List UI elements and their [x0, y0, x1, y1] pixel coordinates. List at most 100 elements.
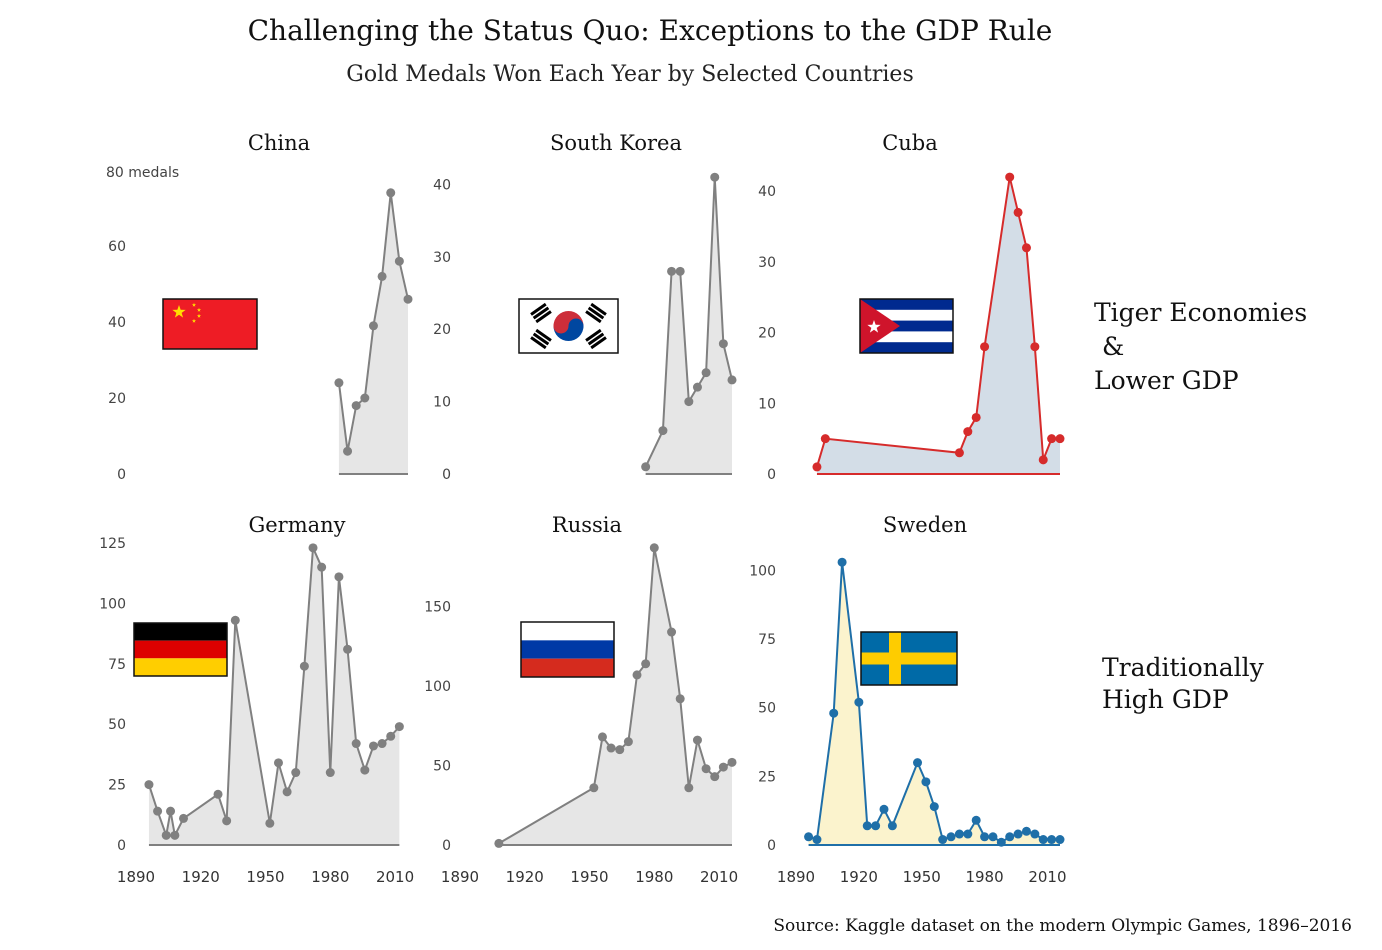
data-point-russia-1996	[684, 783, 694, 793]
y-tick-label: 20	[108, 391, 126, 407]
data-point-germany-1908	[170, 830, 180, 840]
y-tick-label: 30	[758, 255, 776, 271]
data-point-germany-1972	[308, 543, 318, 553]
y-tick-label: 75	[758, 632, 776, 648]
data-point-russia-1992	[675, 694, 685, 704]
group-label-tiger: Tiger Economies & Lower GDP	[1094, 298, 1307, 395]
data-point-china-1992	[351, 401, 361, 411]
data-point-sweden-2016	[1055, 835, 1065, 845]
data-point-south-korea-1992	[675, 266, 685, 276]
data-point-china-2008	[386, 188, 396, 198]
germany-flag	[133, 622, 228, 677]
data-point-germany-1968	[299, 661, 309, 671]
data-point-sweden-1924	[862, 821, 872, 831]
data-point-cuba-2008	[1038, 455, 1048, 465]
data-point-cuba-1996	[1013, 207, 1023, 217]
data-point-cuba-2012	[1047, 434, 1057, 444]
data-point-russia-2000	[692, 735, 702, 745]
x-tick-label: 1920	[506, 868, 544, 886]
x-tick-label: 1980	[635, 868, 673, 886]
data-point-sweden-1956	[929, 802, 939, 812]
data-point-russia-1972	[632, 670, 642, 680]
data-point-russia-2012	[718, 762, 728, 772]
data-point-germany-1988	[343, 644, 353, 654]
russia-flag	[520, 621, 615, 678]
data-point-china-2016	[403, 294, 413, 304]
data-point-sweden-1920	[854, 697, 864, 707]
x-tick-label: 2010	[1028, 868, 1066, 886]
data-point-germany-1936	[230, 615, 240, 625]
series-line-south-korea	[644, 177, 733, 468]
data-point-china-1988	[343, 446, 353, 456]
data-point-south-korea-1976	[641, 462, 651, 472]
y-tick-label: 25	[108, 778, 126, 794]
data-point-russia-1976	[641, 659, 651, 669]
data-point-germany-1956	[273, 758, 283, 768]
data-point-sweden-1964	[946, 832, 956, 842]
y-tick-label: 40	[108, 315, 126, 331]
y-tick-label: 0	[442, 838, 451, 854]
data-point-sweden-1912	[837, 557, 847, 567]
data-point-south-korea-2004	[701, 368, 711, 378]
x-tick-label: 1890	[777, 868, 815, 886]
data-point-germany-1932	[222, 816, 232, 826]
data-point-russia-1968	[623, 737, 633, 747]
data-point-china-2000	[368, 321, 378, 331]
x-tick-label: 2010	[700, 868, 738, 886]
data-point-germany-1904	[161, 830, 171, 840]
y-tick-label: 20	[758, 326, 776, 342]
x-tick-label: 1890	[441, 868, 479, 886]
data-point-cuba-2000	[1021, 243, 1031, 253]
y-tick-label: 20	[433, 322, 451, 338]
y-tick-label: 50	[108, 717, 126, 733]
data-point-germany-1992	[351, 739, 361, 749]
panel-germany: Germany 0 25 50 75 100 125 1890 1920 1950 1980 2010	[99, 513, 414, 886]
data-point-russia-1960	[606, 743, 616, 753]
y-tick-label: 0	[442, 467, 451, 483]
data-point-germany-2000	[368, 741, 378, 751]
data-point-germany-1900	[153, 806, 163, 816]
x-tick-label: 1980	[311, 868, 349, 886]
panel-title-sweden: Sweden	[883, 513, 967, 537]
group-label-tiger-line: &	[1094, 332, 1124, 361]
y-tick-label: 150	[424, 600, 451, 616]
data-point-sweden-1976	[971, 815, 981, 825]
y-tick-label: 40	[758, 184, 776, 200]
panel-title-cuba: Cuba	[882, 131, 938, 155]
data-point-sweden-1952	[921, 777, 931, 787]
data-point-germany-1960	[282, 787, 292, 797]
data-point-germany-1928	[213, 789, 223, 799]
data-point-germany-1984	[334, 572, 344, 582]
data-point-cuba-1972	[963, 427, 973, 437]
data-point-sweden-1936	[887, 821, 897, 831]
data-point-south-korea-1984	[658, 426, 668, 436]
group-label-tiger-line: Tiger Economies	[1094, 298, 1307, 327]
data-point-cuba-1992	[1005, 172, 1015, 182]
y-tick-label: 75	[108, 657, 126, 673]
y-tick-label: 25	[758, 769, 776, 785]
data-point-cuba-1968	[954, 448, 964, 458]
panel-title-germany: Germany	[248, 513, 345, 537]
data-point-sweden-2008	[1038, 835, 1048, 845]
data-point-russia-2004	[701, 764, 711, 774]
data-point-sweden-1948	[913, 758, 923, 768]
x-tick-label: 1950	[246, 868, 284, 886]
group-label-traditional-line: High GDP	[1102, 685, 1229, 714]
group-label-tiger-line: Lower GDP	[1094, 366, 1239, 395]
data-point-russia-1980	[649, 543, 659, 553]
data-point-cuba-1976	[971, 412, 981, 422]
china-flag	[162, 298, 258, 350]
chart-title: Challenging the Status Quo: Exceptions t…	[247, 14, 1053, 47]
y-tick-label: 100	[99, 596, 126, 612]
y-tick-label: 30	[433, 250, 451, 266]
data-point-russia-1964	[615, 745, 625, 755]
panel-title-china: China	[248, 131, 310, 155]
data-point-cuba-2016	[1055, 434, 1065, 444]
data-point-germany-1976	[317, 562, 327, 572]
data-point-sweden-1908	[829, 708, 839, 718]
y-tick-label: 10	[758, 396, 776, 412]
data-point-china-1984	[334, 378, 344, 388]
area-fill-south-korea	[645, 177, 732, 474]
area-fill-russia	[498, 547, 732, 845]
